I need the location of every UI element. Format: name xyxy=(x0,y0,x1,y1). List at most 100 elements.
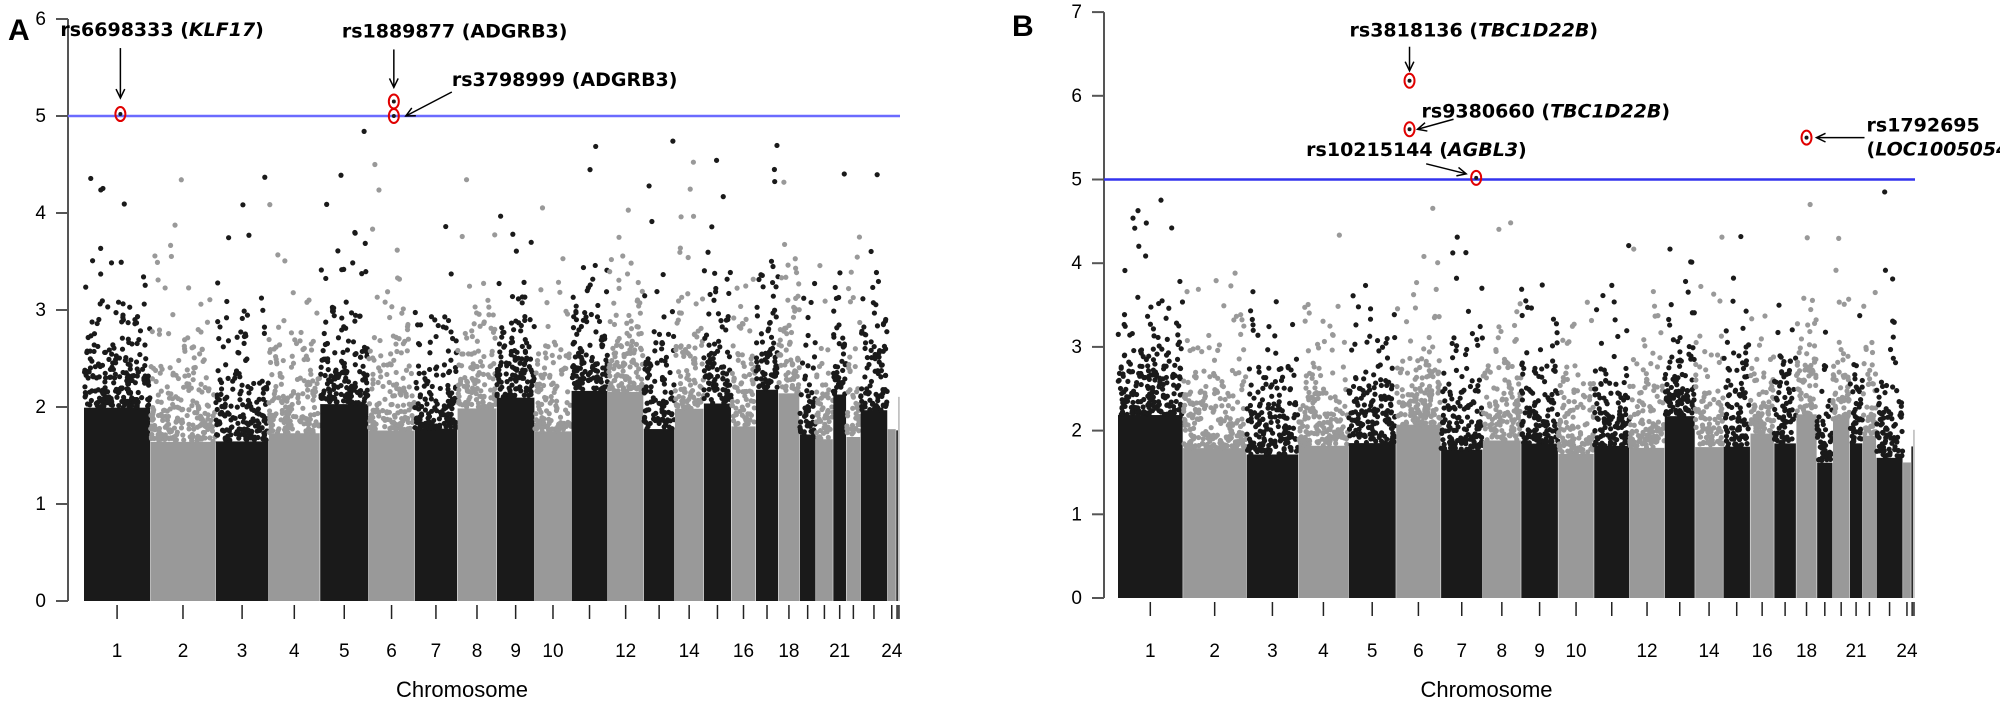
snp-point xyxy=(1427,402,1433,408)
snp-point xyxy=(1436,414,1442,421)
snp-point xyxy=(1213,403,1219,409)
snp-point xyxy=(480,280,487,287)
snp-point xyxy=(624,271,631,277)
snp-point xyxy=(776,379,782,386)
snp-point xyxy=(1155,334,1161,341)
snp-point xyxy=(275,252,281,258)
snp-point xyxy=(1378,438,1385,444)
snp-point xyxy=(1682,278,1689,285)
chromosome-26-bulk xyxy=(898,396,900,601)
snp-point xyxy=(690,159,696,165)
snp-point xyxy=(754,304,760,310)
snp-point xyxy=(400,306,406,312)
snp-point xyxy=(1147,321,1154,327)
snp-point xyxy=(1371,385,1377,391)
snp-point xyxy=(618,381,624,388)
snp-point xyxy=(380,383,386,390)
snp-point xyxy=(142,342,148,348)
snp-point xyxy=(1373,380,1379,386)
snp-point xyxy=(1744,441,1750,447)
snp-point xyxy=(1195,286,1201,292)
snp-point xyxy=(226,411,232,417)
snp-point xyxy=(1728,415,1734,421)
snp-point xyxy=(1572,363,1578,369)
snp-point xyxy=(255,434,261,441)
snp-point xyxy=(594,361,600,367)
snp-point xyxy=(498,213,504,219)
chromosome-10-bulk xyxy=(534,431,572,601)
snp-point xyxy=(281,318,287,324)
snp-point xyxy=(838,382,844,388)
snp-point xyxy=(1729,404,1735,411)
snp-point xyxy=(1203,443,1209,450)
snp-point xyxy=(707,291,713,298)
snp-point xyxy=(705,359,711,365)
snp-point xyxy=(232,415,238,421)
snp-point xyxy=(593,329,599,335)
snp-point xyxy=(492,232,498,238)
snp-point xyxy=(1467,383,1474,390)
snp-point xyxy=(470,378,477,384)
snp-point xyxy=(1476,377,1483,383)
snp-point xyxy=(524,379,531,385)
snp-point xyxy=(803,412,809,418)
snp-point xyxy=(229,424,235,430)
snp-point xyxy=(1404,370,1411,376)
snp-point xyxy=(1312,385,1318,391)
snp-point xyxy=(1129,330,1135,337)
snp-point xyxy=(782,362,788,368)
snp-point xyxy=(659,417,666,423)
snp-point xyxy=(1179,299,1186,305)
snp-point xyxy=(492,386,498,392)
snp-point xyxy=(1567,450,1573,456)
snp-point xyxy=(106,356,112,362)
snp-point xyxy=(474,338,480,344)
snp-point xyxy=(1666,316,1672,323)
snp-point xyxy=(1173,320,1180,326)
snp-point xyxy=(865,390,871,396)
snp-point xyxy=(521,392,527,398)
snp-point xyxy=(1300,423,1306,429)
snp-point xyxy=(486,374,493,380)
snp-point xyxy=(1442,445,1448,452)
snp-point xyxy=(84,401,91,407)
snp-point xyxy=(1124,394,1130,400)
snp-point xyxy=(1695,406,1701,413)
snp-point xyxy=(1358,395,1364,401)
snp-point xyxy=(477,358,484,365)
snp-point xyxy=(1407,338,1414,344)
snp-point xyxy=(677,373,684,379)
snp-point xyxy=(701,395,707,402)
snp-point xyxy=(341,266,347,272)
snp-point xyxy=(1141,396,1147,403)
snp-point xyxy=(449,335,456,342)
snp-point xyxy=(238,426,245,433)
snp-point xyxy=(754,313,760,319)
snp-point xyxy=(1679,371,1685,378)
snp-point xyxy=(258,295,265,301)
snp-point xyxy=(1239,382,1245,388)
snp-point xyxy=(345,338,352,344)
snp-point xyxy=(624,320,630,326)
snp-point xyxy=(328,373,334,379)
snp-point xyxy=(1483,375,1489,381)
snp-point xyxy=(1720,395,1726,401)
snp-point xyxy=(723,327,729,333)
snp-point xyxy=(544,300,550,306)
snp-point xyxy=(1478,405,1485,411)
snp-point xyxy=(257,380,263,386)
snp-point xyxy=(200,358,206,365)
snp-point xyxy=(352,400,359,407)
snp-point xyxy=(1134,391,1140,398)
snp-point xyxy=(434,401,440,407)
snp-point xyxy=(205,388,212,394)
snp-point xyxy=(526,344,532,350)
snp-point xyxy=(1638,420,1644,426)
snp-point xyxy=(234,334,240,340)
snp-point xyxy=(587,369,593,376)
snp-point xyxy=(594,314,601,320)
snp-point xyxy=(486,312,492,318)
snp-point xyxy=(512,392,518,398)
snp-point xyxy=(1495,335,1501,341)
snp-point xyxy=(1257,446,1263,452)
